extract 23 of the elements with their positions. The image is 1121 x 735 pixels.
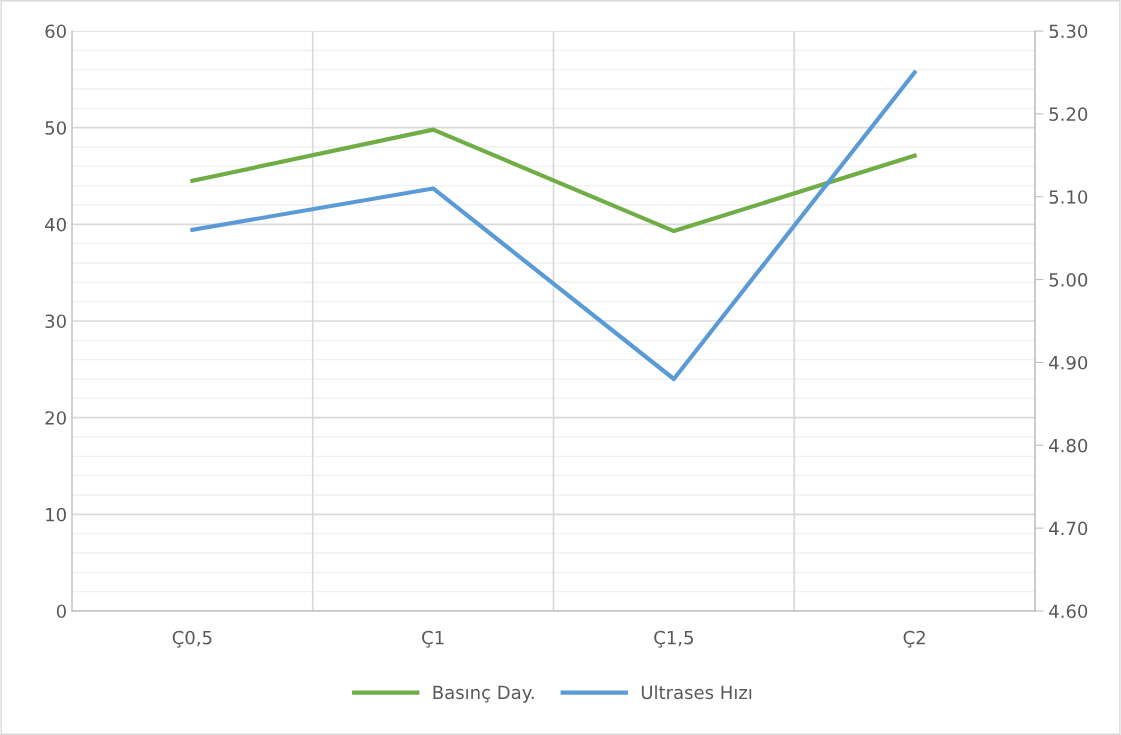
line-series	[190, 127, 917, 234]
y-tick-label: 0	[56, 604, 66, 619]
y2-tick-label: 4.80	[1049, 438, 1088, 453]
y-tick-label: 60	[45, 24, 66, 39]
x-tick-label: Ç1,5	[654, 630, 693, 648]
y-tick-label: 40	[45, 217, 66, 232]
y2-tick-label: 4.60	[1049, 604, 1088, 619]
legend-label: Ultrases Hızı	[641, 685, 752, 700]
x-tick-label: Ç1	[422, 630, 444, 648]
y-tick-label: 10	[46, 507, 66, 522]
y-tick-label: 50	[45, 121, 66, 135]
x-tick-label: Ç0,5	[172, 630, 212, 648]
y2-tick-label: 5.00	[1049, 273, 1088, 287]
y2-tick-label: 4.70	[1049, 521, 1088, 536]
y-tick-label: 30	[45, 314, 66, 329]
y2-tick-label: 5.20	[1049, 107, 1088, 121]
y-tick-label: 20	[45, 411, 66, 425]
legend-label: Basınç Day.	[433, 685, 534, 703]
y2-tick-label: 5.10	[1049, 190, 1088, 204]
x-tick-label: Ç2	[903, 630, 925, 648]
y2-tick-label: 5.30	[1049, 24, 1088, 39]
y2-tick-label: 4.90	[1049, 355, 1088, 370]
line-series	[190, 70, 917, 382]
